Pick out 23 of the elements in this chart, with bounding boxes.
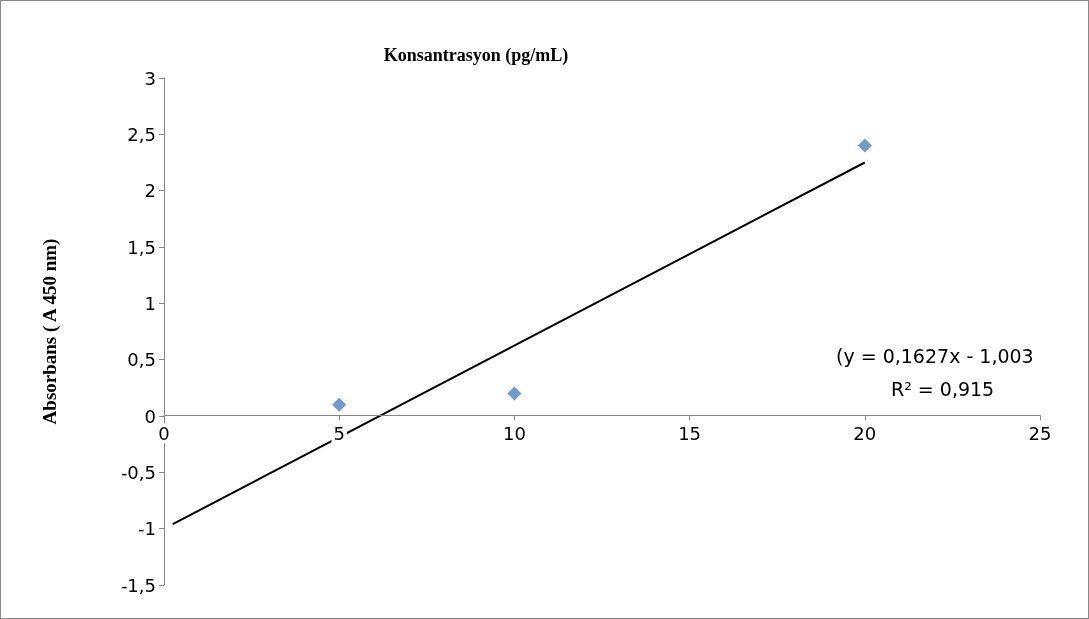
chart-title: Konsantrasyon (pg/mL): [383, 45, 569, 66]
annotation: R² = 0,915: [891, 377, 995, 400]
x-tick-label: 15: [678, 422, 702, 444]
y-tick-label: 1,5: [127, 236, 156, 258]
x-tick-label: 10: [502, 422, 526, 444]
x-tick-label: 20: [853, 422, 877, 444]
point: [332, 397, 347, 412]
y-tick-label: 0: [144, 405, 156, 427]
x-tick-label: 5: [333, 422, 345, 444]
y-tick-label: 2,5: [127, 123, 156, 145]
y-tick-label: 0,5: [127, 349, 156, 371]
y-tick-label: -1: [138, 518, 156, 540]
y-tick-label: -1,5: [120, 574, 156, 596]
y-tick-label: 2: [144, 180, 156, 202]
x-tick-label: 25: [1028, 422, 1052, 444]
y-tick-label: 1: [144, 292, 156, 314]
point: [507, 386, 522, 401]
y-tick-label: 3: [144, 67, 156, 89]
x-tick-label: 0: [158, 422, 170, 444]
point: [857, 138, 872, 153]
y-tick-label: -0,5: [120, 461, 156, 483]
annotation: (y = 0,1627x - 1,003: [836, 344, 1034, 367]
y-axis-title: Absorbans ( A 450 nm): [39, 238, 61, 425]
